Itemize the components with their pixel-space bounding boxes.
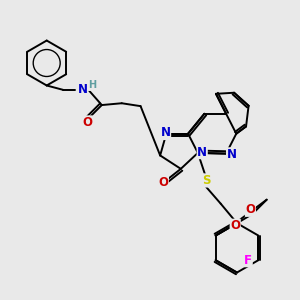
Text: O: O [82,116,92,129]
Text: F: F [244,254,252,267]
Text: N: N [160,127,171,140]
Text: N: N [226,148,237,161]
Text: S: S [202,174,210,187]
Text: O: O [158,176,168,189]
Text: O: O [245,203,255,216]
Text: H: H [88,80,96,91]
Text: N: N [197,146,207,159]
Text: N: N [78,82,88,96]
Text: O: O [230,219,240,232]
